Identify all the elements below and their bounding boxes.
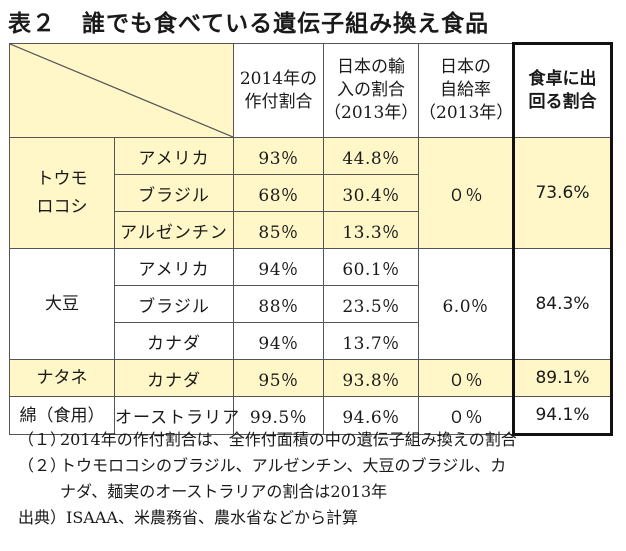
crop-corn-line1: トウモ [36, 169, 88, 189]
table-number: 表２ [8, 11, 56, 37]
header-plant-share-line1: 2014年の [239, 68, 318, 89]
import-share-cell: 60.1％ [323, 248, 419, 286]
header-table-share: 食卓に出 回る割合 [512, 42, 613, 138]
crop-rapeseed: ナタネ [9, 359, 115, 397]
country-cell: カナダ [114, 322, 234, 360]
plant-share-cell: 94％ [233, 248, 324, 286]
corner-diagonal-line [10, 44, 233, 137]
header-row: 2014年の 作付割合 日本の輸 入の割合 （2013年） 日本の 自給率 （2… [9, 42, 613, 138]
table-row-soy-canada: カナダ 94％ 13.7％ [10, 322, 612, 360]
plant-share-cell: 88％ [233, 285, 324, 323]
table-row-soy-usa: 大豆 アメリカ 94％ 60.1％ 6.0％ 84.3% [9, 248, 613, 360]
plant-share-cell: 99.5％ [233, 396, 324, 435]
country-cell: アメリカ [114, 137, 234, 175]
corner-cell [9, 43, 234, 138]
import-share-cell: 13.3％ [323, 211, 419, 249]
country-cell: アルゼンチン [114, 211, 234, 249]
header-self-sufficiency: 日本の 自給率 （2013年） [418, 43, 514, 138]
note-2: （２）トウモロコシのブラジル、アルゼンチン、大豆のブラジル、カ [18, 453, 618, 479]
country-cell: ブラジル [114, 174, 234, 212]
header-table-share-line2: 回る割合 [528, 92, 597, 112]
self-sufficiency-soybean: 6.0％ [418, 248, 514, 360]
note-2-text-line1: トウモロコシのブラジル、アルゼンチン、大豆のブラジル、カ [60, 456, 507, 475]
crop-soybean: 大豆 [9, 248, 115, 360]
country-cell: アメリカ [114, 248, 234, 286]
table-share-rapeseed: 89.1% [512, 359, 613, 397]
table-share-corn: 73.6% [512, 137, 613, 249]
import-share-cell: 93.8％ [323, 359, 419, 397]
note-1-text: 2014年の作付割合は、全作付面積の中の遺伝子組み換えの割合 [60, 430, 517, 449]
header-self-sufficiency-line2: 自給率 [440, 80, 491, 100]
header-import-share-line2: 入の割合 [337, 80, 405, 100]
source-note: 出典）ISAAA、米農務省、農水省などから計算 [18, 508, 358, 527]
header-self-sufficiency-line1: 日本の [440, 57, 491, 77]
header-import-share: 日本の輸 入の割合 （2013年） [323, 43, 419, 138]
table-row-soy-brazil: ブラジル 88％ 23.5％ [10, 285, 612, 323]
country-cell: ブラジル [114, 285, 234, 323]
page-title: 表２ 誰でも食べている遺伝子組み換え食品 [8, 4, 489, 38]
self-sufficiency-corn: ０％ [418, 137, 514, 249]
table-share-cotton: 94.1% [512, 396, 613, 436]
plant-share-cell: 93％ [233, 137, 324, 175]
crop-cotton: 綿（食用） [9, 396, 115, 435]
table-row-corn-argentina: アルゼンチン 85％ 13.3％ [10, 211, 612, 249]
table-row-rapeseed-canada: ナタネ カナダ 95％ 93.8％ ０％ 89.1% [9, 359, 613, 397]
plant-share-cell: 95％ [233, 359, 324, 397]
self-sufficiency-cotton: ０％ [418, 396, 514, 435]
import-share-cell: 30.4％ [323, 174, 419, 212]
crop-corn: トウモ ロコシ [9, 137, 115, 249]
note-1: （１）2014年の作付割合は、全作付面積の中の遺伝子組み換えの割合 [18, 427, 618, 453]
header-table-share-line1: 食卓に出 [528, 69, 597, 89]
header-import-share-line1: 日本の輸 [337, 57, 405, 77]
country-cell: カナダ [114, 359, 234, 397]
header-import-share-line3: （2013年） [324, 103, 419, 123]
import-share-cell: 23.5％ [323, 285, 419, 323]
crop-corn-line2: ロコシ [36, 197, 88, 217]
plant-share-cell: 94％ [233, 322, 324, 360]
self-sufficiency-rapeseed: ０％ [418, 359, 514, 397]
header-plant-share: 2014年の 作付割合 [233, 43, 324, 138]
country-cell: オーストラリア [114, 396, 239, 435]
note-2-label: （２） [18, 456, 67, 475]
import-share-cell: 44.8％ [323, 137, 419, 175]
plant-share-cell: 68％ [233, 174, 324, 212]
table-share-soybean: 84.3% [512, 248, 613, 360]
table-row-corn-usa: トウモ ロコシ アメリカ 93％ 44.8％ ０％ 73.6% [9, 137, 613, 249]
gm-food-table: 2014年の 作付割合 日本の輸 入の割合 （2013年） 日本の 自給率 （2… [9, 42, 613, 436]
plant-share-cell: 85％ [233, 211, 324, 249]
header-plant-share-line2: 作付割合 [244, 91, 313, 112]
table-row-corn-brazil: ブラジル 68％ 30.4％ [10, 174, 612, 212]
table-title-text: 誰でも食べている遺伝子組み換え食品 [82, 11, 490, 37]
note-1-label: （１） [18, 430, 67, 449]
table-row-cotton-australia: 綿（食用） オーストラリア 99.5％ 94.6％ ０％ 94.1% [9, 396, 613, 436]
table-notes: （１）2014年の作付割合は、全作付面積の中の遺伝子組み換えの割合 （２）トウモ… [18, 427, 618, 531]
header-self-sufficiency-line3: （2013年） [419, 103, 514, 123]
import-share-cell: 13.7％ [323, 322, 419, 360]
note-2-text-line2: ナダ、麺実のオーストラリアの割合は2013年 [60, 482, 388, 501]
